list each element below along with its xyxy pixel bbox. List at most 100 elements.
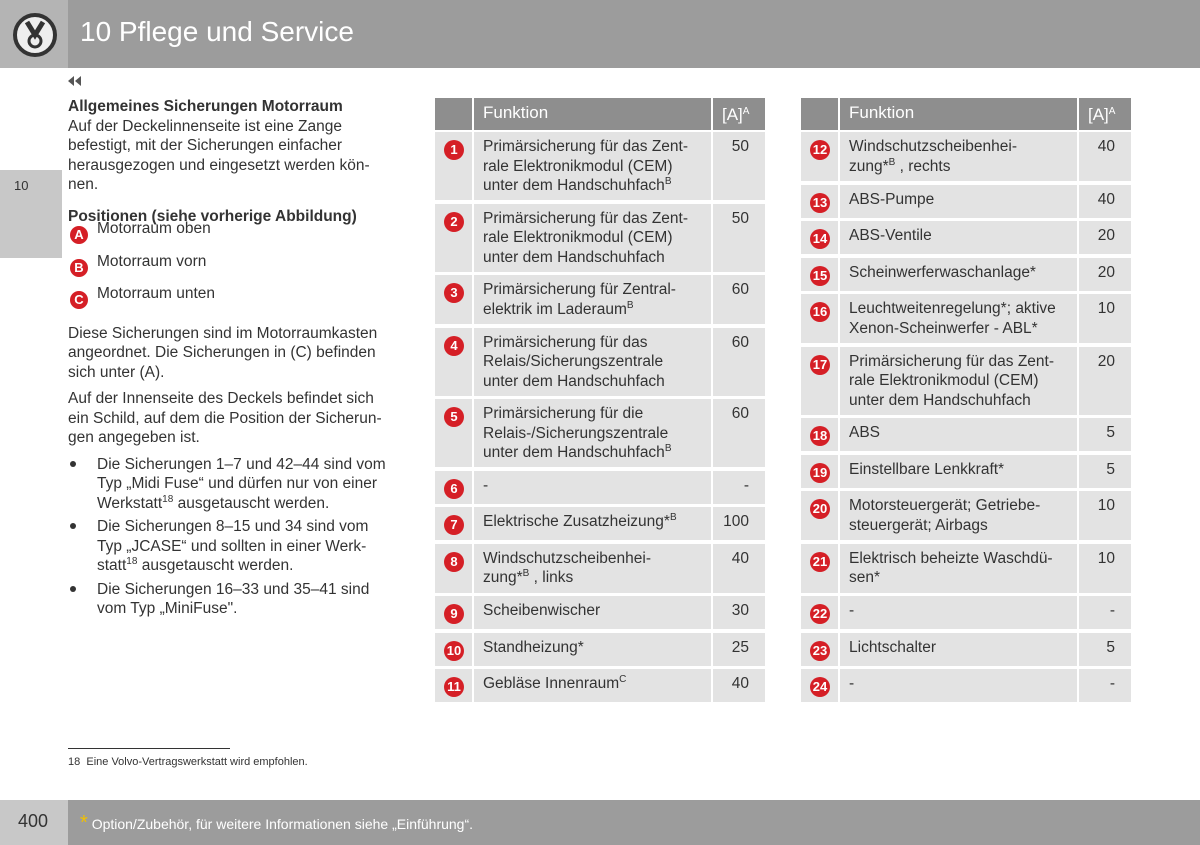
function-cell: Primärsicherung für die Relais-/Sicherung… xyxy=(474,399,711,467)
amp-cell: 60 xyxy=(713,399,765,467)
superscript: B xyxy=(664,176,672,187)
fuse-number: 7 xyxy=(444,515,464,535)
amperage: 5 xyxy=(1106,424,1115,441)
amperage: 20 xyxy=(1097,352,1115,370)
fuse-number: 17 xyxy=(810,354,830,375)
fuse-number: 3 xyxy=(444,283,464,303)
amp-cell: 30 xyxy=(713,596,765,629)
side-tab xyxy=(0,170,62,258)
page-number: 400 xyxy=(18,811,49,831)
text-line: Leuchtweitenregelung*; aktive xyxy=(849,299,1056,319)
position-letter: A xyxy=(70,226,88,244)
chapter-title: 10 Pflege und Service xyxy=(80,16,354,47)
fuse-number: 2 xyxy=(444,211,464,232)
function-text: - xyxy=(849,674,854,694)
text: Typ „Midi Fuse“ und dürfen nur von einer xyxy=(97,475,377,492)
fuse-number: 12 xyxy=(810,140,830,160)
text: zung* xyxy=(483,569,523,586)
amperage: 20 xyxy=(1097,227,1115,244)
text-line: Die Sicherungen 16–33 und 35–41 sind xyxy=(97,580,408,600)
fuse-number: 24 xyxy=(810,677,830,697)
text: Scheibenwischer xyxy=(483,602,601,619)
superscript: B xyxy=(664,443,672,454)
text-line: Primärsicherung für das xyxy=(483,333,665,353)
text-line: Einstellbare Lenkkraft* xyxy=(849,460,1004,480)
text-line: Typ „JCASE“ und sollten in einer Werk- xyxy=(97,537,408,557)
amperage: 60 xyxy=(731,405,749,422)
amperage: 10 xyxy=(1097,300,1115,317)
text-line: herausgezogen und eingesetzt werden kön- xyxy=(68,156,408,176)
amp-cell: 5 xyxy=(1079,418,1131,451)
text: Windschutzscheibenhei- xyxy=(849,138,1018,155)
text-line: unter dem HandschuhfachB xyxy=(483,176,688,196)
amperage: 40 xyxy=(731,675,749,692)
amp-cell: 50 xyxy=(713,132,765,200)
amp-cell: 25 xyxy=(713,632,765,666)
text: Lichtschalter xyxy=(849,638,937,656)
text-line: ein Schild, auf dem die Position der Sic… xyxy=(68,409,408,429)
text: Scheinwerferwaschanlage* xyxy=(849,263,1036,281)
text: sich unter (A). xyxy=(68,363,165,381)
function-cell: Lichtschalter xyxy=(840,632,1077,666)
amp-cell: 5 xyxy=(1079,454,1131,488)
amperage: 100 xyxy=(723,513,749,530)
amp-cell: 10 xyxy=(1079,491,1131,540)
function-cell: Einstellbare Lenkkraft* xyxy=(840,454,1077,488)
amperage: 25 xyxy=(731,638,749,656)
number-cell: 5 xyxy=(435,399,472,467)
function-cell: Gebläse InnenraumC xyxy=(474,669,711,702)
fuse-number: 21 xyxy=(810,551,830,572)
function-text: Primärsicherung für das Zent-rale Elektr… xyxy=(849,352,1054,411)
text: Primärsicherung für das Zent- xyxy=(483,138,689,155)
superscript: B xyxy=(669,512,677,523)
text: [A] xyxy=(1088,105,1109,124)
text-line: Primärsicherung für die xyxy=(483,404,671,424)
number-cell: 1 xyxy=(435,132,472,200)
fuse-number: 6 xyxy=(444,478,464,499)
column-header: [A]A xyxy=(1088,105,1115,125)
footnote-text: Eine Volvo-Vertragswerkstatt wird empfoh… xyxy=(86,756,308,768)
text: Relais-/Sicherungszentrale xyxy=(483,424,669,442)
text: zung* xyxy=(849,157,889,175)
header-cell xyxy=(435,98,472,130)
paragraph: Auf der Innenseite des Deckels befindet … xyxy=(68,389,408,448)
function-text: Elektrische Zusatzheizung*B xyxy=(483,512,677,532)
text-line: ABS-Ventile xyxy=(849,226,932,246)
text-line: vom Typ „MiniFuse". xyxy=(97,599,408,619)
text-line: Auf der Deckelinnenseite ist eine Zange xyxy=(68,117,408,137)
text: Primärsicherung für Zentral- xyxy=(483,281,676,298)
text: rale Elektronikmodul (CEM) xyxy=(483,229,673,246)
text-line: Auf der Innenseite des Deckels befindet … xyxy=(68,389,408,409)
number-cell: 12 xyxy=(801,132,838,181)
text-line: unter dem Handschuhfach xyxy=(483,372,665,392)
text-line: unter dem Handschuhfach xyxy=(483,248,688,268)
bullet-item: Die Sicherungen 1–7 und 42–44 sind vom Ty… xyxy=(68,455,408,514)
text-line: statt18 ausgetauscht werden. xyxy=(97,556,408,576)
text-line: rale Elektronikmodul (CEM) xyxy=(483,228,688,248)
text: Elektrisch beheizte Waschdü- xyxy=(849,549,1053,567)
column-header: Funktion xyxy=(849,103,915,122)
text: unter dem Handschuhfach xyxy=(849,391,1031,409)
function-text: Scheibenwischer xyxy=(483,601,600,621)
footer-page-area xyxy=(0,800,68,845)
bullet xyxy=(70,523,76,529)
text: Die Sicherungen 16–33 und 35–41 sind xyxy=(97,580,370,598)
service-icon xyxy=(13,13,57,57)
text: unter dem Handschuhfach xyxy=(483,444,665,461)
fuse-number: 8 xyxy=(444,551,464,572)
text-line: gen angegeben ist. xyxy=(68,428,408,448)
superscript: B xyxy=(626,299,634,311)
text-line: sich unter (A). xyxy=(68,363,408,383)
footer-text: Option/Zubehör, für weitere Informatione… xyxy=(91,816,474,832)
text-line: unter dem Handschuhfach xyxy=(849,391,1054,411)
text: Primärsicherung für die xyxy=(483,405,644,422)
function-cell: Primärsicherung für das Zent-rale Elektr… xyxy=(840,346,1077,415)
number-cell: 11 xyxy=(435,669,472,702)
superscript: A xyxy=(1108,106,1116,117)
function-text: Einstellbare Lenkkraft* xyxy=(849,460,1004,480)
text: ABS xyxy=(849,424,881,441)
amp-cell: 40 xyxy=(1079,184,1131,218)
text: Standheizung* xyxy=(483,638,584,656)
text: Motorsteuergerät; Getriebe- xyxy=(849,497,1041,514)
fuse-number: 15 xyxy=(810,265,830,286)
